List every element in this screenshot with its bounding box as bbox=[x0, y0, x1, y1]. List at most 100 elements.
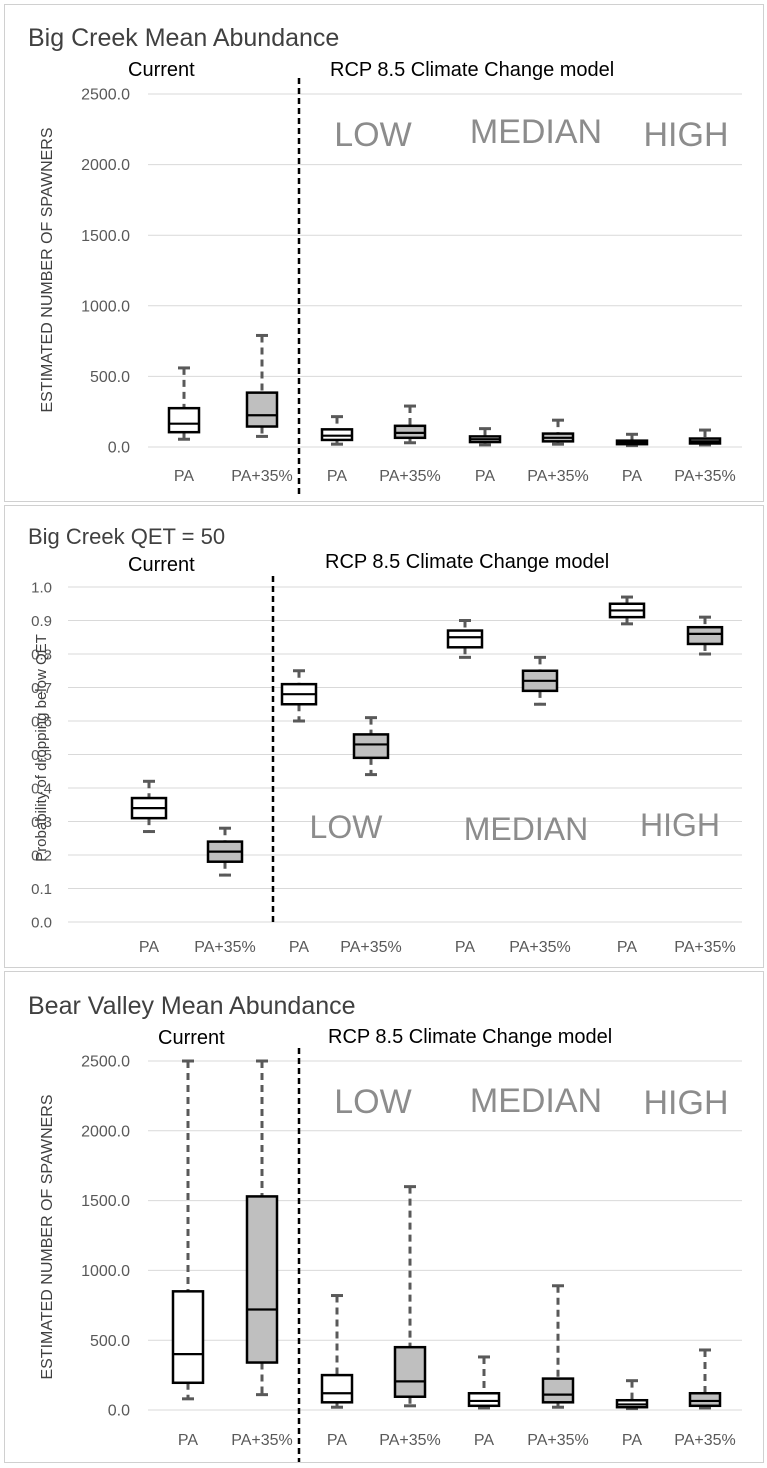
y-tick-label: 0.1 bbox=[31, 881, 52, 898]
category-label: PA+35% bbox=[674, 1432, 736, 1449]
y-tick-label: 0.9 bbox=[31, 613, 52, 630]
chart-panel: 0.0 500.0 1000.0 1500.0 2000.0 2500.0 Big Cree… bbox=[4, 4, 764, 502]
box-plot bbox=[521, 655, 559, 706]
category-label: PA+35% bbox=[194, 939, 256, 956]
category-label: PA+35% bbox=[509, 939, 571, 956]
box-plot bbox=[393, 404, 427, 445]
chart-panel: 0.0 0.1 0.2 0.3 0.4 0.5 0.6 0.7 0.8 0.9 1.0 Big Cre… bbox=[4, 505, 764, 968]
scenario-label-median: MEDIAN bbox=[470, 113, 602, 151]
y-tick-label: 1500.0 bbox=[81, 228, 130, 245]
iqr-box bbox=[446, 629, 484, 649]
scenario-label-median: MEDIAN bbox=[470, 1082, 602, 1120]
category-label: PA+35% bbox=[340, 939, 402, 956]
y-tick-label: 0.0 bbox=[108, 440, 130, 457]
iqr-box bbox=[352, 733, 390, 760]
model-label: RCP 8.5 Climate Change model bbox=[328, 1026, 612, 1048]
y-tick-label: 0.6 bbox=[31, 713, 52, 730]
box-plot bbox=[688, 428, 722, 447]
iqr-box bbox=[320, 1373, 354, 1404]
y-tick-label: 2500.0 bbox=[81, 1054, 130, 1071]
box-plot bbox=[541, 418, 575, 446]
box-plot bbox=[615, 432, 649, 448]
category-label: PA+35% bbox=[379, 468, 441, 485]
scenario-label-low: LOW bbox=[310, 809, 384, 845]
box-plot bbox=[686, 615, 724, 656]
category-label: PA bbox=[622, 468, 642, 485]
chart-panel: 0.0 500.0 1000.0 1500.0 2000.0 2500.0 Bear Val… bbox=[4, 971, 764, 1463]
category-label: PA bbox=[327, 468, 347, 485]
box-plot bbox=[320, 1294, 354, 1409]
category-label: PA+35% bbox=[527, 1432, 589, 1449]
category-label: PA bbox=[455, 939, 475, 956]
iqr-box bbox=[245, 391, 279, 428]
iqr-box bbox=[245, 1195, 279, 1364]
box-plot bbox=[245, 1059, 279, 1397]
category-label: PA bbox=[474, 1432, 494, 1449]
y-tick-label: 0.4 bbox=[31, 780, 52, 797]
category-label: PA+35% bbox=[231, 468, 293, 485]
box-plot bbox=[467, 1355, 501, 1410]
chart-title: Big Creek Mean Abundance bbox=[28, 24, 339, 52]
box-plot bbox=[320, 415, 354, 446]
box-plot bbox=[615, 1379, 649, 1411]
category-label: PA+35% bbox=[674, 939, 736, 956]
box-plot bbox=[280, 669, 318, 723]
y-tick-label: 0.0 bbox=[108, 1403, 130, 1420]
y-axis-label: ESTIMATED NUMBER OF SPAWNERS bbox=[39, 127, 56, 412]
iqr-box bbox=[541, 1377, 575, 1404]
box-plot bbox=[171, 1059, 205, 1401]
scenario-label-median: MEDIAN bbox=[464, 811, 588, 847]
box-plot bbox=[167, 366, 201, 441]
y-tick-label: 1000.0 bbox=[81, 298, 130, 315]
y-tick-label: 2000.0 bbox=[81, 157, 130, 174]
scenario-label-high: HIGH bbox=[644, 116, 729, 154]
chart-title: Big Creek QET = 50 bbox=[28, 524, 225, 549]
scenario-label-high: HIGH bbox=[644, 1084, 729, 1122]
iqr-box bbox=[688, 1391, 722, 1408]
category-label: PA bbox=[289, 939, 309, 956]
iqr-box bbox=[686, 625, 724, 646]
iqr-box bbox=[393, 1345, 427, 1398]
current-label: Current bbox=[158, 1027, 225, 1049]
iqr-box bbox=[467, 1391, 501, 1408]
y-tick-label: 1500.0 bbox=[81, 1193, 130, 1210]
y-tick-label: 0.5 bbox=[31, 747, 52, 764]
category-label: PA+35% bbox=[379, 1432, 441, 1449]
y-tick-label: 1.0 bbox=[31, 579, 52, 596]
model-label: RCP 8.5 Climate Change model bbox=[330, 59, 614, 81]
y-tick-label: 500.0 bbox=[90, 369, 130, 386]
y-tick-label: 2500.0 bbox=[81, 87, 130, 104]
y-tick-label: 0.0 bbox=[31, 914, 52, 931]
category-label: PA bbox=[174, 468, 194, 485]
category-label: PA+35% bbox=[231, 1432, 293, 1449]
chart-title: Bear Valley Mean Abundance bbox=[28, 992, 356, 1020]
iqr-box bbox=[171, 1290, 205, 1385]
category-label: PA+35% bbox=[674, 468, 736, 485]
y-axis-label: ESTIMATED NUMBER OF SPAWNERS bbox=[39, 1094, 56, 1379]
box-plot bbox=[541, 1284, 575, 1409]
box-plot bbox=[206, 826, 244, 877]
category-label: PA bbox=[178, 1432, 198, 1449]
scenario-label-high: HIGH bbox=[640, 807, 720, 843]
box-plot bbox=[608, 595, 646, 626]
y-tick-label: 500.0 bbox=[90, 1333, 130, 1350]
y-tick-label: 0.8 bbox=[31, 646, 52, 663]
box-plot bbox=[352, 716, 390, 777]
scenario-label-low: LOW bbox=[334, 1083, 411, 1121]
box-plot bbox=[468, 427, 502, 447]
y-tick-label: 0.2 bbox=[31, 847, 52, 864]
current-label: Current bbox=[128, 59, 195, 81]
panel-frame bbox=[4, 4, 764, 502]
current-label: Current bbox=[128, 554, 195, 576]
box-plot bbox=[130, 779, 168, 834]
box-plot bbox=[393, 1185, 427, 1408]
y-tick-label: 1000.0 bbox=[81, 1263, 130, 1280]
category-label: PA+35% bbox=[527, 468, 589, 485]
category-label: PA bbox=[617, 939, 637, 956]
iqr-box bbox=[167, 406, 201, 434]
y-tick-label: 0.7 bbox=[31, 680, 52, 697]
category-label: PA bbox=[475, 468, 495, 485]
category-label: PA bbox=[622, 1432, 642, 1449]
